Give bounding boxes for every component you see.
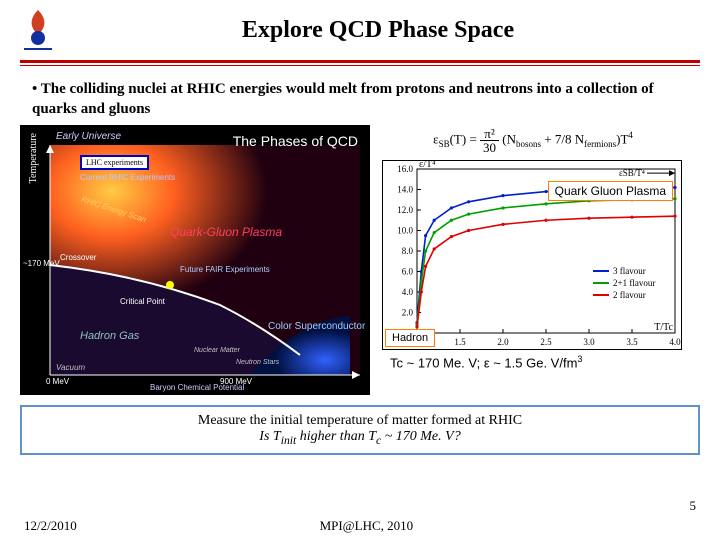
bullet-content: The colliding nuclei at RHIC energies wo… xyxy=(32,81,654,117)
svg-text:3.5: 3.5 xyxy=(626,337,638,347)
stefan-boltzmann-formula: εSB(T) = π² 30 (Nbosons + 7/8 Nfermions)… xyxy=(378,125,688,160)
m2d: T xyxy=(368,429,376,444)
m2c: higher than xyxy=(296,429,368,444)
right-panel: εSB(T) = π² 30 (Nbosons + 7/8 Nfermions)… xyxy=(378,125,688,395)
svg-text:10.0: 10.0 xyxy=(397,226,413,236)
footer: 12/2/2010 MPI@LHC, 2010 xyxy=(0,518,720,534)
svg-text:4.0: 4.0 xyxy=(402,287,414,297)
zero-mev: 0 MeV xyxy=(46,377,69,386)
formula-paren: (N xyxy=(502,131,516,146)
footer-date: 12/2/2010 xyxy=(24,518,77,534)
svg-text:3 flavour: 3 flavour xyxy=(613,266,646,276)
measure-box: Measure the initial temperature of matte… xyxy=(20,405,700,455)
svg-text:2.5: 2.5 xyxy=(540,337,552,347)
svg-text:2.0: 2.0 xyxy=(402,308,414,318)
measure-line2: Is Tinit higher than Tc ~ 170 Me. V? xyxy=(28,429,692,447)
formula-plus: + 7/8 N xyxy=(541,131,584,146)
formula-fermions: fermions xyxy=(584,139,616,149)
svg-text:6.0: 6.0 xyxy=(402,267,414,277)
svg-text:2+1 flavour: 2+1 flavour xyxy=(613,278,655,288)
phase-diagram-title: The Phases of QCD xyxy=(233,133,358,149)
svg-text:14.0: 14.0 xyxy=(397,185,413,195)
logo xyxy=(20,8,56,52)
energy-density-chart: ε/T⁴ T/Tc 0.02.04.06.08.010.012.014.016.… xyxy=(382,160,682,350)
svg-text:1.5: 1.5 xyxy=(454,337,466,347)
caption-eps: ε ~ 1.5 Ge. V/fm xyxy=(484,355,578,370)
formula-bot: 30 xyxy=(480,141,499,154)
title-rule xyxy=(20,60,700,63)
svg-text:2.0: 2.0 xyxy=(497,337,509,347)
phase-diagram: Temperature The Phases of QCD Early Univ… xyxy=(20,125,370,395)
svg-text:8.0: 8.0 xyxy=(402,246,414,256)
formula-close: )T xyxy=(616,131,628,146)
formula-arg: (T) = xyxy=(450,131,480,146)
lhc-experiments-box: LHC experiments xyxy=(80,155,149,170)
svg-text:16.0: 16.0 xyxy=(397,164,413,174)
critical-point-label: Critical Point xyxy=(120,297,165,306)
svg-text:4.0: 4.0 xyxy=(669,337,681,347)
caption-tc: Tc ~ 170 Me. V; xyxy=(390,355,484,370)
fair-label: Future FAIR Experiments xyxy=(180,265,270,274)
m2b: T xyxy=(273,429,281,444)
m2a: Is xyxy=(259,429,273,444)
formula-exp: 4 xyxy=(628,130,633,140)
neutron-stars-label: Neutron Stars xyxy=(236,359,279,366)
bullet-text: • The colliding nuclei at RHIC energies … xyxy=(0,66,720,125)
svg-text:εSB/T⁴: εSB/T⁴ xyxy=(619,168,645,178)
page-title: Explore QCD Phase Space xyxy=(56,17,700,44)
m2e: ~ 170 Me. V? xyxy=(381,429,461,444)
qgp-annotation-box: Quark Gluon Plasma xyxy=(548,181,673,201)
vacuum-label: Vacuum xyxy=(56,363,85,372)
chart-caption: Tc ~ 170 Me. V; ε ~ 1.5 Ge. V/fm3 xyxy=(378,350,688,370)
xlabel-baryon: Baryon Chemical Potential xyxy=(150,383,244,392)
m2bsub: init xyxy=(281,434,297,447)
qgp-label: Quark-Gluon Plasma xyxy=(170,225,282,239)
svg-text:3.0: 3.0 xyxy=(583,337,595,347)
formula-sb: SB xyxy=(439,139,450,149)
formula-bosons: bosons xyxy=(516,139,541,149)
ylabel-temperature: Temperature xyxy=(28,133,39,183)
nuclear-matter-label: Nuclear Matter xyxy=(194,347,240,354)
crossover-label: Crossover xyxy=(60,253,96,262)
formula-top: π² xyxy=(480,127,499,141)
svg-text:2 flavour: 2 flavour xyxy=(613,290,646,300)
caption-exp: 3 xyxy=(577,354,582,364)
hadron-annotation-box: Hadron xyxy=(385,329,435,347)
hadron-gas-label: Hadron Gas xyxy=(80,330,139,342)
footer-center: MPI@LHC, 2010 xyxy=(320,518,414,534)
crossover-temp: ~170 MeV xyxy=(23,259,60,268)
measure-line1: Measure the initial temperature of matte… xyxy=(28,413,692,429)
current-rhic-label: Current RHIC Experiments xyxy=(80,173,175,182)
svg-text:12.0: 12.0 xyxy=(397,205,413,215)
page-number: 5 xyxy=(690,498,697,514)
early-universe-label: Early Universe xyxy=(56,131,121,142)
color-super-label: Color Superconductor xyxy=(268,321,365,332)
